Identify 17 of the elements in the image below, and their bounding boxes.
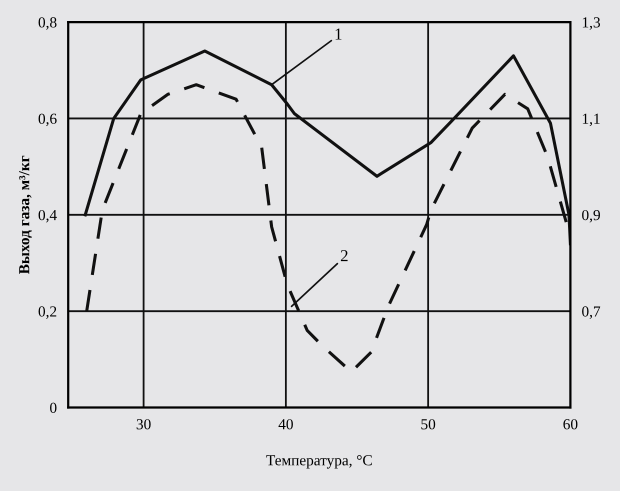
y2-tick-label: 0,9 bbox=[582, 210, 600, 222]
x-tick-label: 30 bbox=[136, 419, 151, 430]
y-axis-title: Выход газа, м³/кг bbox=[19, 156, 32, 274]
annotation: 1 bbox=[336, 28, 342, 40]
y2-tick-label: 1,1 bbox=[582, 114, 600, 126]
annotation: 2 bbox=[340, 250, 348, 262]
y-tick-label: 0,6 bbox=[38, 114, 57, 126]
y-tick-label: 0,8 bbox=[38, 17, 57, 30]
x-tick-label: 50 bbox=[421, 419, 436, 430]
x-tick-label: 40 bbox=[278, 419, 293, 430]
x-axis-title: Температура, °С bbox=[266, 455, 372, 469]
y-tick-label: 0,2 bbox=[38, 306, 56, 319]
y2-tick-label: 1,3 bbox=[582, 17, 600, 30]
y-tick-label: 0 bbox=[50, 402, 57, 413]
y2-tick-label: 0,7 bbox=[582, 306, 600, 319]
x-tick-label: 60 bbox=[563, 419, 578, 430]
y-tick-label: 0,4 bbox=[38, 210, 57, 222]
